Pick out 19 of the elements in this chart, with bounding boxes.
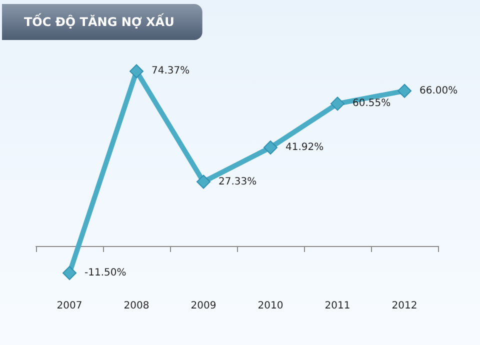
x-tick-label: 2008 [124,300,150,312]
data-label: 66.00% [420,85,458,96]
x-tick-label: 2011 [324,300,350,312]
point [62,266,76,280]
point [398,84,412,98]
chart-title: TỐC ĐỘ TĂNG NỢ XẤU [24,13,174,29]
point [130,64,144,78]
point [196,174,210,189]
x-tick-label: 2009 [190,300,216,312]
point [330,96,344,111]
data-label: 27.33% [218,176,257,188]
data-label: 60.55% [352,98,391,110]
x-tick-label: 2010 [258,300,284,312]
x-tick-label: 2012 [392,300,418,312]
data-label: -11.50% [84,268,126,279]
x-tick-label: 2007 [56,300,82,312]
data-label: 74.37% [152,66,190,77]
data-label: 41.92% [286,142,324,153]
point [264,140,278,154]
